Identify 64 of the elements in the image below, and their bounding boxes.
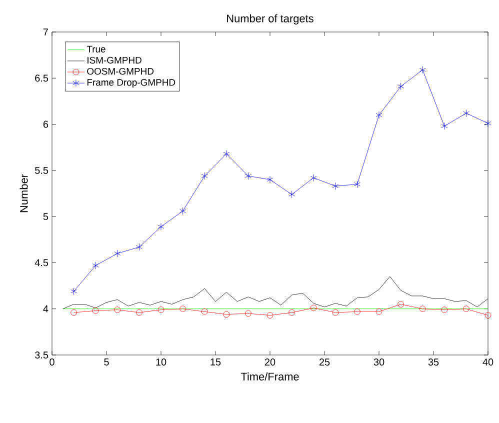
legend-label: True: [86, 46, 106, 52]
y-tick-label: 3.5: [35, 351, 48, 359]
legend-label: ISM-GMPHD: [88, 56, 142, 64]
point: [92, 262, 99, 270]
point: [70, 288, 78, 296]
point: [136, 243, 142, 251]
point: [310, 304, 317, 312]
x-axis-title: Time/Frame: [240, 372, 299, 380]
y-tick-label: 5: [43, 213, 48, 220]
point: [158, 223, 164, 230]
point: [180, 306, 186, 312]
point: [180, 207, 186, 215]
point: [288, 190, 296, 198]
x-tick-label: 10: [156, 358, 166, 366]
point: [288, 309, 295, 316]
y-tick-label: 7: [43, 28, 48, 36]
point: [398, 82, 404, 90]
x-tick-label: 20: [264, 358, 276, 366]
point: [114, 250, 121, 258]
chart-title: Number of targets: [227, 14, 314, 24]
legend-label: OOSM-GMPHD: [87, 68, 154, 75]
point: [484, 312, 492, 319]
point: [441, 122, 448, 130]
point: [245, 310, 252, 317]
point: [463, 306, 470, 312]
point: [158, 306, 164, 313]
point: [441, 306, 448, 313]
point: [354, 308, 360, 315]
x-tick-label: 30: [374, 358, 384, 366]
y-tick-label: 5.5: [35, 166, 48, 174]
point: [419, 306, 426, 312]
point: [223, 311, 230, 318]
point: [419, 66, 426, 74]
point: [376, 111, 382, 119]
point: [201, 308, 208, 315]
x-tick-label: 5: [104, 358, 109, 366]
y-tick-label: 6: [43, 120, 48, 128]
point: [354, 180, 360, 188]
point: [376, 308, 382, 315]
point: [266, 312, 274, 319]
x-tick-label: 35: [428, 358, 439, 366]
point: [266, 176, 274, 184]
point: [114, 306, 121, 313]
y-tick-label: 4.5: [34, 259, 48, 266]
point: [244, 172, 252, 180]
x-tick-label: 15: [210, 358, 221, 366]
point: [310, 174, 317, 182]
point: [136, 309, 142, 316]
y-tick-label: 4: [43, 305, 48, 312]
point: [332, 182, 339, 190]
x-tick-label: 0: [50, 358, 54, 366]
point: [484, 120, 492, 128]
y-tick-label: 6.5: [35, 74, 48, 82]
x-tick-label: 40: [482, 358, 494, 366]
point: [223, 150, 230, 158]
legend-label: Frame Drop-GMPHD: [87, 79, 176, 88]
y-axis-title: Number: [20, 174, 28, 212]
point: [92, 308, 99, 314]
point: [201, 172, 208, 180]
point: [398, 301, 404, 308]
x-tick-label: 25: [319, 358, 330, 366]
point: [70, 309, 77, 316]
point: [332, 309, 339, 316]
point: [462, 110, 470, 117]
